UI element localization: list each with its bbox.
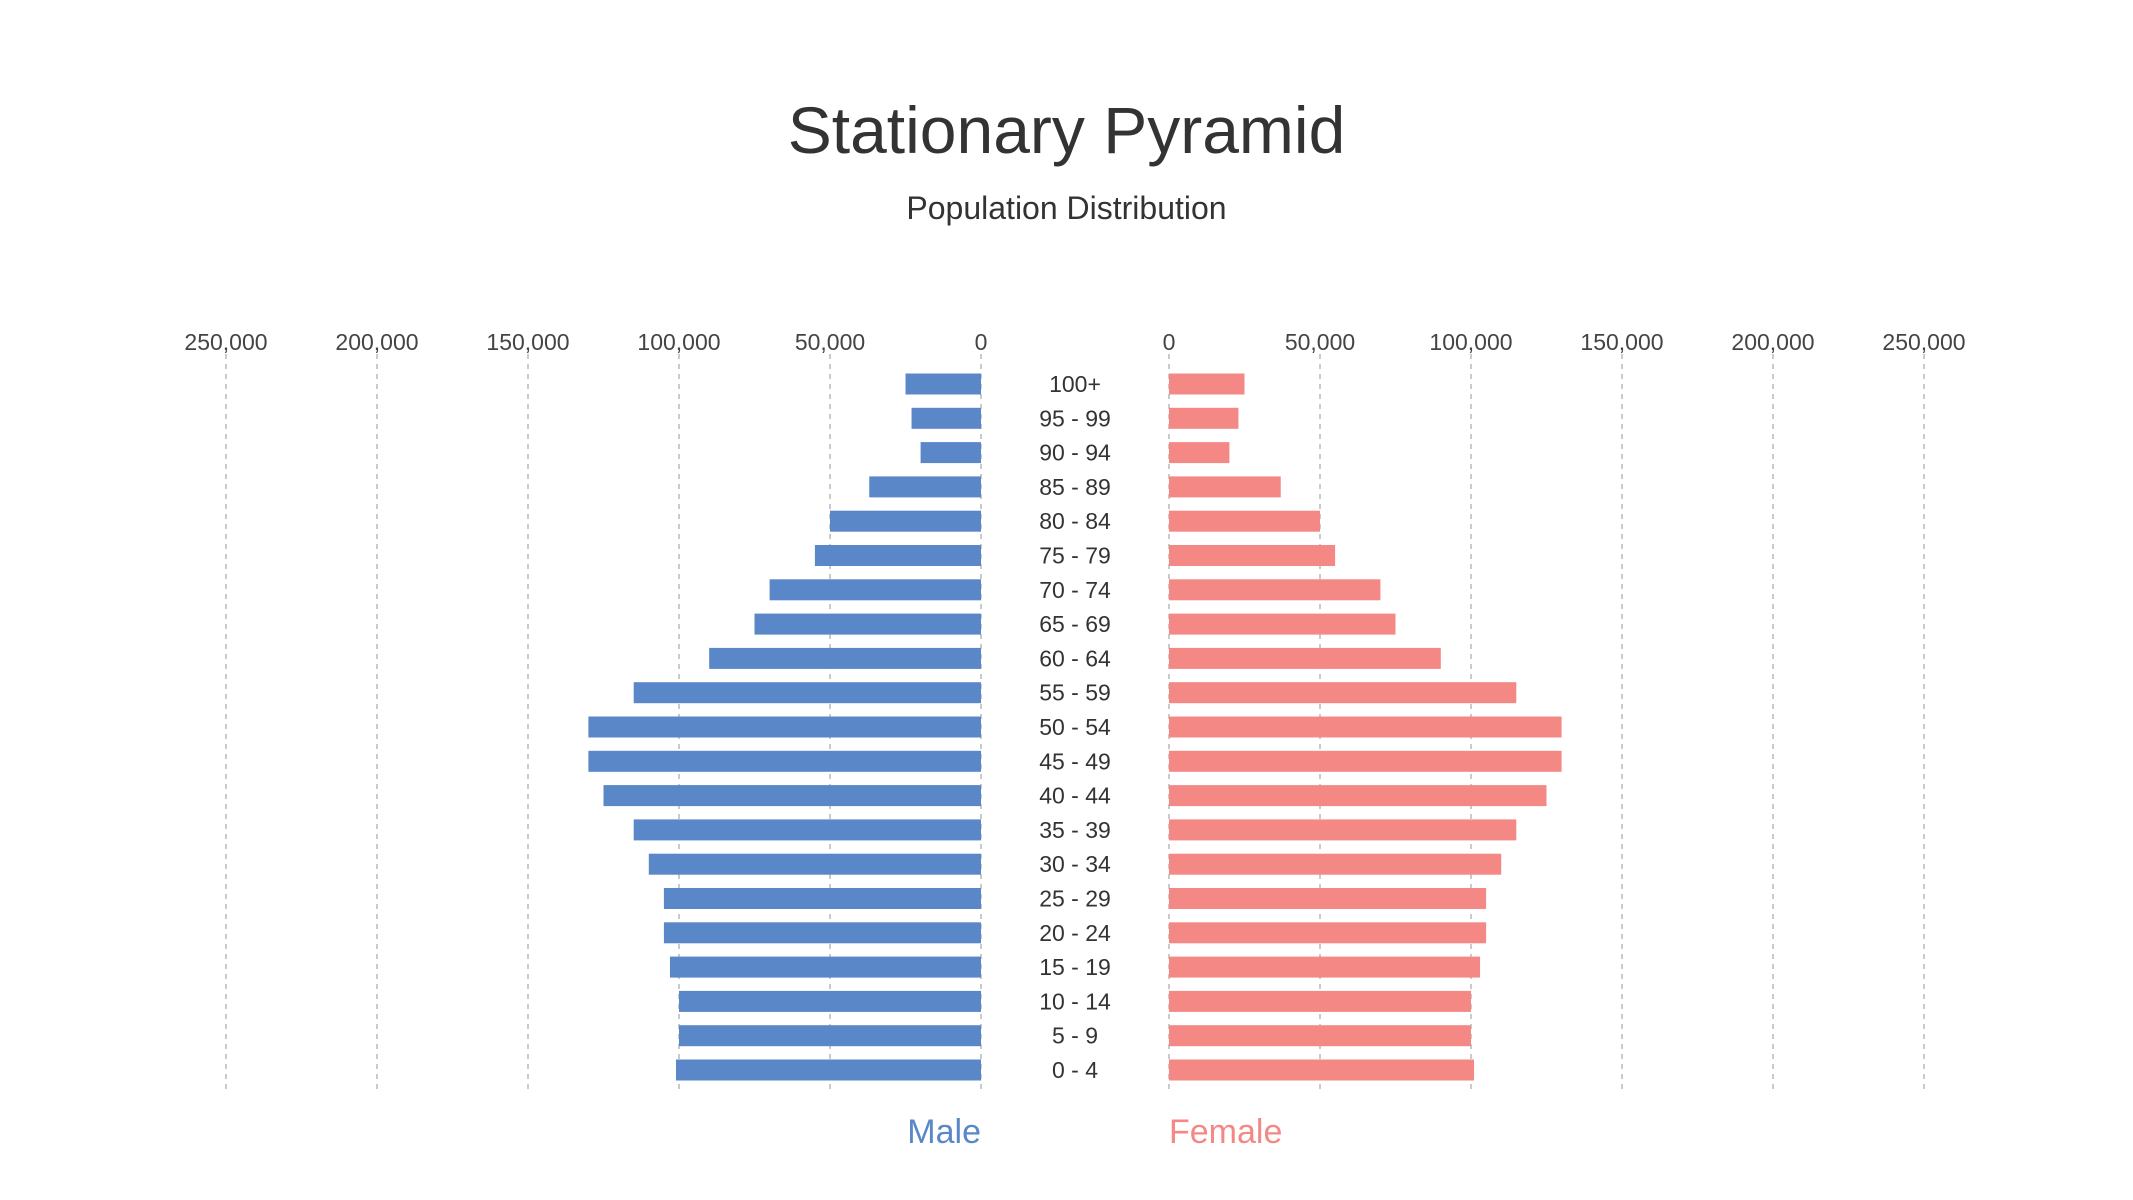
male-bar-6 (769, 579, 981, 601)
age-group-label-15: 25 - 29 (1039, 886, 1111, 912)
age-group-label-14: 30 - 34 (1039, 851, 1111, 877)
female-bar-4 (1169, 510, 1320, 532)
male-bar-19 (679, 1025, 981, 1047)
female-bar-9 (1169, 682, 1517, 704)
tick-label-left-0: 0 (975, 329, 988, 355)
female-bar-7 (1169, 613, 1396, 635)
age-group-label-5: 75 - 79 (1039, 543, 1111, 569)
age-group-label-3: 85 - 89 (1039, 474, 1111, 500)
female-bar-0 (1169, 373, 1245, 395)
male-bar-12 (603, 785, 981, 807)
age-group-label-20: 0 - 4 (1052, 1057, 1098, 1083)
female-bar-14 (1169, 853, 1502, 875)
male-bar-11 (588, 750, 981, 772)
tick-label-right-150000: 150,000 (1580, 329, 1663, 355)
chart-title: Stationary Pyramid (787, 93, 1346, 167)
female-bar-11 (1169, 750, 1562, 772)
age-group-label-12: 40 - 44 (1039, 783, 1111, 809)
male-bar-0 (905, 373, 981, 395)
male-bar-20 (675, 1059, 981, 1081)
age-group-label-8: 60 - 64 (1039, 645, 1111, 671)
female-bar-20 (1169, 1059, 1475, 1081)
age-group-label-1: 95 - 99 (1039, 405, 1111, 431)
female-bar-5 (1169, 545, 1336, 566)
male-bar-14 (648, 853, 981, 875)
male-bar-1 (911, 407, 981, 429)
male-bar-15 (663, 888, 981, 909)
male-bar-13 (633, 819, 981, 841)
axis-ticks: 0 0 50,000 50,000 100,000 100,000 150,000 150,0… (184, 329, 1965, 355)
female-bar-13 (1169, 819, 1517, 841)
age-group-label-6: 70 - 74 (1039, 577, 1111, 603)
age-group-label-13: 35 - 39 (1039, 817, 1111, 843)
male-bar-5 (814, 545, 981, 566)
tick-label-right-100000: 100,000 (1429, 329, 1512, 355)
female-bar-3 (1169, 476, 1281, 498)
male-bar-8 (709, 647, 981, 669)
male-bar-9 (633, 682, 981, 704)
age-group-label-18: 10 - 14 (1039, 988, 1111, 1014)
male-bar-3 (869, 476, 981, 498)
age-group-label-2: 90 - 94 (1039, 440, 1111, 466)
tick-label-right-250000: 250,000 (1882, 329, 1965, 355)
male-bar-16 (663, 922, 981, 944)
age-group-label-10: 50 - 54 (1039, 714, 1111, 740)
age-group-label-11: 45 - 49 (1039, 748, 1111, 774)
tick-label-right-50000: 50,000 (1285, 329, 1355, 355)
legend-female: Female (1169, 1113, 1282, 1151)
age-group-label-16: 20 - 24 (1039, 920, 1111, 946)
female-bar-1 (1169, 407, 1239, 429)
tick-label-right-0: 0 (1163, 329, 1176, 355)
male-bar-18 (679, 990, 981, 1012)
female-bar-17 (1169, 956, 1481, 978)
tick-label-left-150000: 150,000 (486, 329, 569, 355)
tick-label-left-250000: 250,000 (184, 329, 267, 355)
age-group-label-4: 80 - 84 (1039, 508, 1111, 534)
bars (588, 373, 1562, 1081)
tick-label-right-200000: 200,000 (1731, 329, 1814, 355)
female-bar-18 (1169, 990, 1471, 1012)
female-bar-2 (1169, 442, 1230, 464)
female-bar-12 (1169, 785, 1547, 807)
tick-label-left-50000: 50,000 (795, 329, 865, 355)
male-bar-17 (669, 956, 981, 978)
age-group-label-19: 5 - 9 (1052, 1023, 1098, 1049)
female-bar-8 (1169, 647, 1441, 669)
age-group-label-7: 65 - 69 (1039, 611, 1111, 637)
age-group-labels: 100+ 95 - 99 90 - 94 85 - 89 80 - 84 75 - 79 7… (1039, 371, 1111, 1083)
legend-male: Male (907, 1113, 981, 1151)
tick-label-left-100000: 100,000 (637, 329, 720, 355)
male-bar-10 (588, 716, 981, 738)
female-bar-10 (1169, 716, 1562, 738)
male-bar-7 (754, 613, 981, 635)
age-group-label-0: 100+ (1049, 371, 1101, 397)
age-group-label-17: 15 - 19 (1039, 954, 1111, 980)
male-bar-2 (920, 442, 981, 464)
tick-label-left-200000: 200,000 (335, 329, 418, 355)
legend: Male Female (907, 1113, 1282, 1151)
female-bar-16 (1169, 922, 1487, 944)
male-bar-4 (830, 510, 981, 532)
female-bar-6 (1169, 579, 1381, 601)
age-group-label-9: 55 - 59 (1039, 680, 1111, 706)
chart-subtitle: Population Distribution (906, 190, 1227, 226)
female-bar-19 (1169, 1025, 1471, 1047)
female-bar-15 (1169, 888, 1487, 909)
